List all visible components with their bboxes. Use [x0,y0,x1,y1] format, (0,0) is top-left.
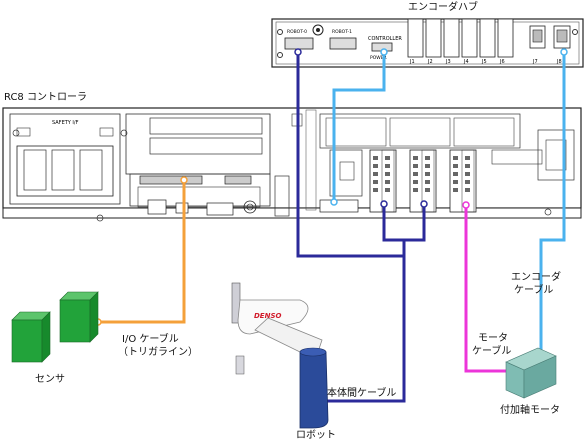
robot-label: ロボット [296,430,336,441]
io-cable [98,180,186,324]
encoder-cable [332,52,566,358]
jack-j4-label: J4 [463,59,469,65]
hub-jacks: J1 J2 J3 J4 J5 J6 J7 J8 [407,18,571,65]
body-cable [296,52,426,403]
hub-controller-label: CONTROLLER [368,36,402,42]
sensor-label: センサ [35,374,65,385]
jack-j5-label: J5 [481,59,487,65]
safety-label: SAFETY I/F [52,120,79,126]
controller-label: RC8 コントローラ [4,92,87,103]
robot-logo: DENSO [254,312,281,320]
encoder-cable-label-2: ケーブル [514,285,554,296]
motor-cable-label-2: ケーブル [472,346,512,357]
jack-j6-label: J6 [499,59,505,65]
motor-cable-label-1: モータ [478,333,508,344]
encoder-cable-label-1: エンコーダ [511,272,561,283]
encoder-hub-label: エンコーダハブ [408,2,478,13]
jack-j8-label: J8 [556,59,562,65]
jack-j7-label: J7 [532,59,538,65]
encoder-hub: ROBOT-0 ROBOT-1 CONTROLLER POWER J1 J2 J… [271,18,584,68]
additional-axis-motor [505,347,557,399]
io-cable-label-1: I/O ケーブル [122,334,179,345]
jack-j1-label: J1 [409,59,415,65]
jack-j2-label: J2 [427,59,433,65]
scara-robot: DENSO [231,282,329,429]
rc8-controller: SAFETY I/F [2,107,582,222]
sensor-pair [11,291,99,363]
motor-cable [464,205,515,373]
hub-robot0-label: ROBOT-0 [287,29,307,35]
io-cable-label-2: （トリガライン） [118,347,198,358]
body-cable-label: 本体間ケーブル [327,388,397,399]
jack-j3-label: J3 [445,59,451,65]
additional-motor-label: 付加軸モータ [500,405,560,416]
hub-power-label: POWER [370,55,387,61]
hub-robot1-label: ROBOT-1 [332,29,352,35]
